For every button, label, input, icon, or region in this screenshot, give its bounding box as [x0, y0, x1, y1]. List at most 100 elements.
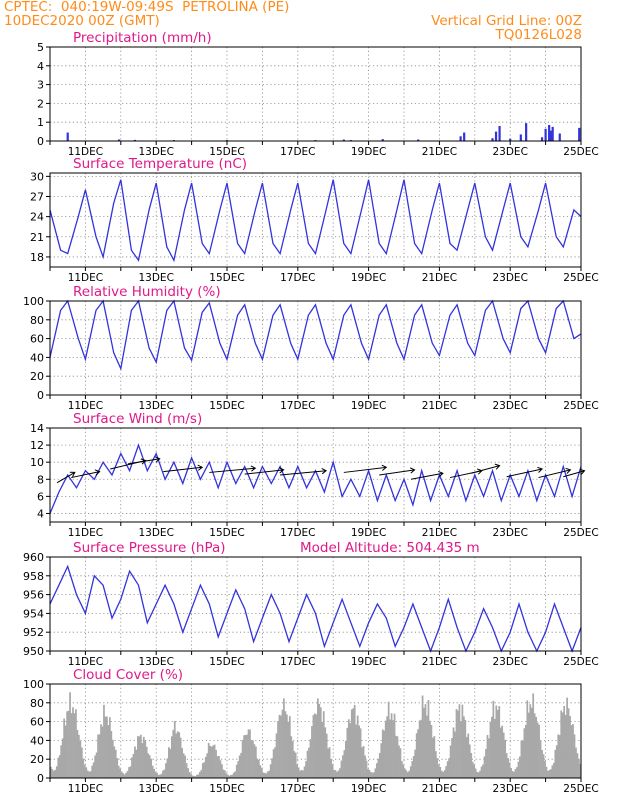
cloud-bar [66, 711, 68, 778]
cloud-bar [107, 725, 110, 778]
cloud-bar [157, 774, 160, 778]
x-tick-label: 15DEC [209, 656, 244, 668]
pres-line [49, 564, 582, 653]
wind-vector-head [438, 470, 444, 478]
cloud-bar [579, 764, 582, 778]
x-tick-label: 13DEC [138, 527, 173, 539]
x-tick-label: 13DEC [138, 656, 173, 668]
wind-vector-head [278, 467, 285, 474]
cloud-bar [63, 718, 65, 778]
x-tick-label: 15DEC [209, 146, 244, 158]
cloud-bar [88, 771, 91, 778]
cloud-bar [141, 743, 144, 778]
cloud-bar [259, 765, 262, 778]
cloud-bar [409, 766, 412, 778]
cloud-bar [463, 716, 465, 778]
cloud-bar [58, 755, 61, 778]
cloud-bar [387, 701, 390, 778]
cloud-bar [527, 712, 530, 778]
cloud-bar [64, 725, 67, 778]
y-tick-label: 960 [23, 551, 44, 564]
panel-frame [49, 683, 582, 779]
wind-vector-head [565, 467, 572, 474]
panel-title: Surface Wind (m/s) [73, 411, 202, 427]
cloud-bar [106, 716, 108, 778]
cloud-bar [137, 736, 139, 778]
cloud-bar [343, 750, 346, 778]
cloud-bar [461, 704, 464, 778]
cloud-bar [287, 721, 290, 778]
cloud-bar [448, 758, 450, 778]
panel-frame [49, 300, 582, 396]
precip-bar [133, 139, 137, 141]
cloud-bar [510, 767, 512, 778]
x-tick-label: 23DEC [492, 656, 527, 668]
cloud-bar [184, 755, 186, 778]
cloud-bar [550, 769, 552, 778]
cloud-bar [356, 715, 359, 778]
cloud-bar [411, 761, 414, 778]
x-tick-label: 17DEC [280, 272, 315, 284]
precip-bar [342, 139, 345, 141]
cloud-bar [51, 769, 54, 778]
cloud-bar [370, 772, 372, 778]
cloud-bar [232, 772, 235, 778]
y-tick-label: 8 [37, 473, 44, 486]
cloud-bar [257, 759, 260, 778]
cloud-bar [156, 772, 158, 778]
panel-title: Relative Humidity (%) [73, 284, 221, 300]
cloud-bar [147, 753, 150, 778]
cloud-bar [578, 758, 580, 778]
x-tick-label: 23DEC [492, 272, 527, 284]
cloud-bar [280, 715, 282, 778]
cloud-bar [284, 711, 287, 778]
cloud-bar [567, 708, 570, 778]
cloud-bar [544, 760, 546, 778]
precip-bar [509, 138, 512, 141]
cloud-bar [134, 746, 136, 778]
cloud-bar [554, 749, 557, 778]
x-tick-label: 23DEC [492, 146, 527, 158]
cloud-bar [359, 728, 362, 778]
cloud-bar [52, 770, 55, 778]
cloud-bar [337, 770, 340, 778]
y-tick-label: 958 [23, 570, 44, 583]
y-tick-label: 0 [37, 135, 44, 148]
cloud-bar [499, 727, 502, 778]
y-tick-label: 100 [23, 678, 44, 691]
cloud-bar [420, 719, 422, 778]
cloud-bar [142, 736, 145, 778]
cloud-bar [308, 747, 310, 778]
cloud-bar [417, 729, 419, 778]
cloud-bar [198, 771, 201, 778]
x-tick-label: 17DEC [280, 527, 315, 539]
cloud-bar [368, 769, 371, 778]
precip-bar [548, 125, 551, 141]
cloud-bar [125, 772, 127, 778]
cloud-bar [498, 706, 501, 778]
cloud-bar [451, 737, 453, 778]
cloud-bar [181, 747, 183, 778]
cloud-bar [333, 769, 335, 778]
cloud-bar [153, 768, 155, 778]
cloud-bar [290, 736, 293, 778]
x-tick-label: 25DEC [563, 146, 598, 158]
x-tick-label: 21DEC [422, 400, 457, 412]
cloud-bar [194, 776, 197, 778]
cloud-bar [89, 771, 92, 778]
cloud-bar [228, 775, 231, 778]
cloud-bar [79, 740, 82, 778]
cloud-bar [281, 709, 284, 778]
cloud-bar [440, 770, 443, 778]
cloud-bar [75, 709, 77, 778]
precip-bar [519, 134, 522, 141]
x-tick-label: 11DEC [68, 656, 103, 668]
cloud-bar [249, 729, 251, 778]
cloud-bar [260, 767, 263, 778]
cloud-bar [252, 740, 254, 778]
wind-vector-head [154, 456, 161, 463]
precip-bar [66, 132, 69, 141]
cloud-bar [188, 772, 191, 778]
cloud-bar [449, 745, 452, 778]
cloud-bar [293, 751, 296, 778]
